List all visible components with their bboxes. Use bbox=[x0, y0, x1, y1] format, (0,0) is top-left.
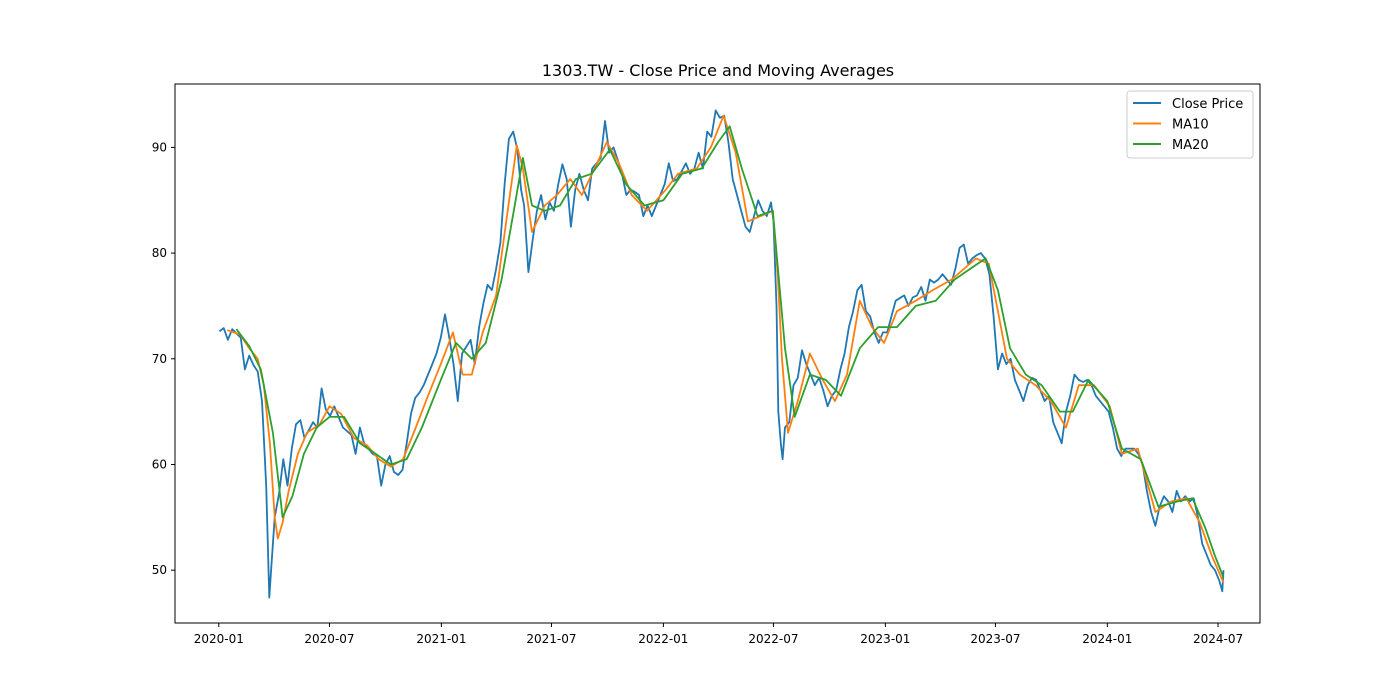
y-tick-label: 90 bbox=[152, 140, 167, 154]
x-tick-label: 2020-01 bbox=[194, 632, 244, 646]
legend-label: MA20 bbox=[1172, 138, 1209, 153]
legend-label: MA10 bbox=[1172, 118, 1209, 133]
y-tick-label: 80 bbox=[152, 246, 167, 260]
x-tick-label: 2021-01 bbox=[416, 632, 466, 646]
x-tick-label: 2021-07 bbox=[526, 632, 576, 646]
x-tick-label: 2022-07 bbox=[748, 632, 798, 646]
x-tick-label: 2022-01 bbox=[638, 632, 688, 646]
legend-label: Close Price bbox=[1172, 97, 1243, 112]
x-tick-label: 2023-07 bbox=[970, 632, 1020, 646]
x-tick-label: 2023-01 bbox=[860, 632, 910, 646]
chart-title: 1303.TW - Close Price and Moving Average… bbox=[542, 61, 894, 80]
y-tick-label: 50 bbox=[152, 563, 167, 577]
x-tick-label: 2024-07 bbox=[1193, 632, 1243, 646]
plot-frame bbox=[174, 83, 1261, 624]
series-layer bbox=[218, 109, 1225, 599]
series-line-close-price bbox=[218, 109, 1225, 599]
legend-box bbox=[1126, 90, 1254, 159]
x-axis: 2020-01 2020-07 2021-01 2021-07 2022-01 2022-… bbox=[194, 623, 1243, 646]
legend: Close Price MA10 MA20 bbox=[1126, 90, 1254, 159]
x-tick-label: 2020-07 bbox=[304, 632, 354, 646]
y-axis: 50 60 70 80 90 bbox=[152, 140, 175, 577]
x-tick-label: 2024-01 bbox=[1082, 632, 1132, 646]
series-line-ma10 bbox=[227, 114, 1225, 584]
y-tick-label: 60 bbox=[152, 457, 167, 471]
y-tick-label: 70 bbox=[152, 352, 167, 366]
series-line-ma20 bbox=[235, 125, 1225, 578]
